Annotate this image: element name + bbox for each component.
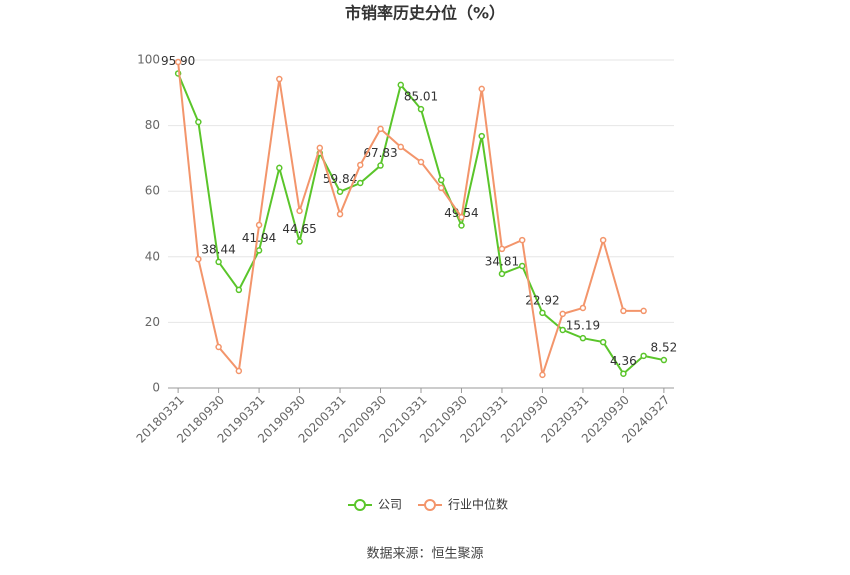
- point: [498, 245, 506, 253]
- point: [417, 158, 425, 166]
- point: [235, 367, 243, 375]
- point: [640, 352, 647, 360]
- data-label: 4.36: [610, 354, 637, 368]
- legend-marker: [424, 499, 436, 511]
- point: [518, 236, 526, 244]
- data-label: 22.92: [525, 293, 559, 307]
- point: [276, 75, 283, 83]
- source: 数据来源：恒生聚源: [366, 547, 483, 562]
- point: [539, 309, 546, 317]
- legend-label: 公司: [378, 498, 402, 512]
- point: [357, 179, 364, 187]
- point: [336, 210, 344, 218]
- point: [336, 188, 344, 195]
- y-tick-label: 40: [145, 249, 160, 263]
- point: [296, 238, 303, 245]
- data-label: 85.01: [404, 90, 438, 104]
- legend-marker: [354, 499, 366, 511]
- point: [316, 144, 324, 152]
- point: [174, 58, 182, 66]
- point: [599, 236, 607, 244]
- point: [660, 356, 668, 364]
- legend-label: 行业中位数: [448, 497, 508, 512]
- point: [296, 207, 303, 215]
- point: [437, 184, 445, 192]
- point: [357, 161, 364, 169]
- point: [417, 105, 425, 113]
- data-label: 34.81: [485, 254, 519, 268]
- y-tick-label: 100: [137, 53, 160, 67]
- point: [539, 371, 546, 379]
- point: [235, 286, 243, 294]
- point: [620, 370, 627, 377]
- point: [640, 307, 647, 315]
- data-label: 41.94: [242, 231, 276, 245]
- point: [255, 221, 263, 229]
- point: [458, 222, 465, 229]
- point: [195, 118, 202, 126]
- point: [579, 334, 587, 342]
- data-label: 38.44: [201, 242, 235, 256]
- y-tick-label: 60: [145, 184, 160, 198]
- data-label: 44.65: [282, 222, 316, 236]
- point: [437, 176, 445, 184]
- point: [215, 343, 222, 351]
- y-tick-label: 20: [145, 315, 160, 329]
- point: [195, 255, 202, 263]
- point: [559, 310, 566, 318]
- point: [599, 338, 607, 346]
- point: [397, 81, 405, 89]
- point: [276, 164, 283, 172]
- point: [377, 125, 384, 133]
- chart-title: 市销率历史分位（%）: [345, 4, 505, 23]
- point: [215, 258, 222, 266]
- point: [498, 270, 506, 278]
- point: [559, 326, 566, 334]
- point: [518, 262, 526, 270]
- series-line: [177, 61, 644, 376]
- point: [478, 85, 485, 93]
- y-tick-label: 80: [145, 118, 160, 132]
- data-label: 8.52: [651, 341, 678, 355]
- point: [255, 247, 263, 254]
- point: [397, 143, 405, 151]
- data-label: 67.83: [363, 146, 397, 160]
- data-label: 15.19: [566, 319, 600, 333]
- point: [620, 307, 627, 315]
- point: [579, 304, 587, 312]
- y-tick-label: 0: [152, 381, 160, 395]
- point: [458, 213, 465, 221]
- point: [377, 162, 384, 169]
- point: [478, 132, 485, 140]
